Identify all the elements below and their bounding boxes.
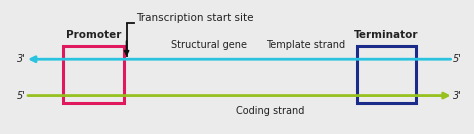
- Text: Structural gene: Structural gene: [171, 40, 247, 50]
- Text: Terminator: Terminator: [354, 30, 419, 40]
- Text: 3': 3': [17, 54, 26, 64]
- Bar: [63, 46, 124, 103]
- Text: Transcription start site: Transcription start site: [136, 13, 254, 23]
- Bar: [357, 46, 416, 103]
- Text: 3': 3': [453, 91, 462, 100]
- Text: 5': 5': [453, 54, 462, 64]
- Text: Promoter: Promoter: [66, 30, 121, 40]
- Text: 5': 5': [17, 91, 26, 100]
- Text: Coding strand: Coding strand: [236, 106, 304, 116]
- Text: Template strand: Template strand: [265, 40, 345, 50]
